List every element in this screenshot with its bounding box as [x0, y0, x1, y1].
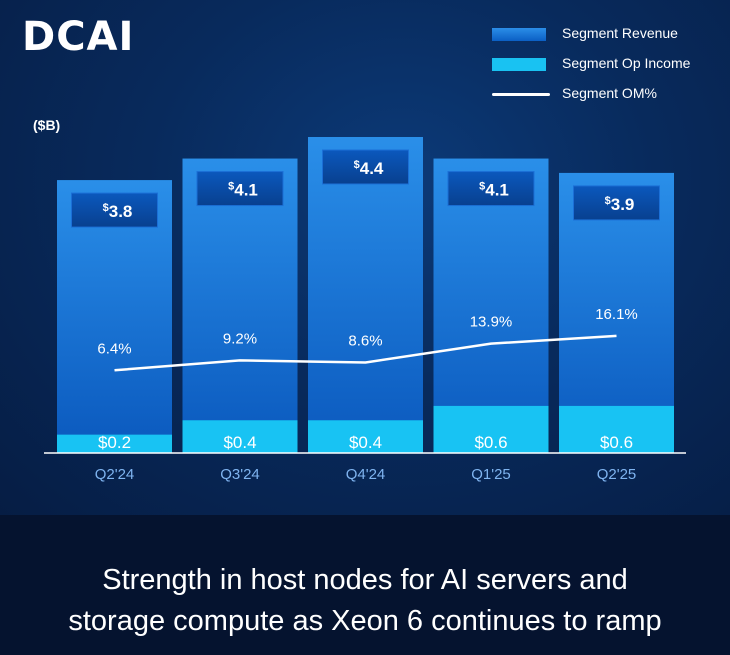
legend-swatch-revenue [492, 28, 546, 41]
op-income-bar [57, 434, 172, 453]
y-axis-unit-label: ($B) [33, 117, 61, 133]
revenue-value-label: $4.4 [354, 159, 384, 178]
om-line [114, 334, 617, 372]
revenue-value-label: $3.9 [605, 195, 635, 214]
x-tick-label: Q2'24 [95, 466, 135, 483]
x-tick-label: Q2'25 [597, 466, 637, 483]
revenue-label-box [322, 149, 409, 185]
op-income-bar [308, 420, 423, 453]
x-tick-label: Q1'25 [471, 466, 511, 483]
op-income-bar [433, 405, 549, 453]
legend-item-om: Segment OM% [492, 82, 722, 106]
legend-swatch-op-income [492, 58, 546, 71]
caption-line-2: storage compute as Xeon 6 continues to r… [68, 605, 662, 637]
caption-line-1: Strength in host nodes for AI servers an… [102, 564, 628, 596]
om-value-label: 9.2% [223, 330, 257, 347]
chart-legend: Segment Revenue Segment Op Income Segmen… [492, 22, 722, 112]
legend-item-op-income: Segment Op Income [492, 52, 722, 76]
legend-item-revenue: Segment Revenue [492, 22, 722, 46]
revenue-bar [182, 158, 298, 453]
x-tick-label: Q3'24 [220, 466, 260, 483]
om-value-label: 6.4% [97, 340, 131, 357]
bar-chart: $3.8 $0.2 6.4% Q2'24 $4.1 $0.4 9.2% Q3'24 $4.4 $0… [44, 137, 686, 483]
page-title: DCAI [22, 14, 135, 60]
op-income-value-label: $0.6 [474, 433, 507, 452]
revenue-label-box [71, 192, 158, 228]
caption-panel [0, 515, 730, 655]
op-income-value-label: $0.6 [600, 433, 633, 452]
op-income-value-label: $0.2 [98, 433, 131, 452]
op-income-bar [182, 420, 298, 453]
legend-label-revenue: Segment Revenue [562, 25, 678, 41]
legend-label-om: Segment OM% [562, 85, 657, 101]
revenue-label-box [447, 171, 535, 207]
x-tick-label: Q4'24 [346, 466, 386, 483]
legend-swatch-om [492, 93, 550, 96]
revenue-bar [308, 137, 423, 453]
om-value-label: 13.9% [470, 314, 513, 331]
op-income-value-label: $0.4 [223, 433, 256, 452]
om-value-label: 8.6% [348, 332, 382, 349]
legend-label-op-income: Segment Op Income [562, 55, 691, 71]
caption: Strength in host nodes for AI servers an… [0, 560, 730, 642]
op-income-bar [559, 405, 674, 453]
revenue-bar [433, 158, 549, 453]
om-value-label: 16.1% [595, 306, 638, 323]
revenue-value-label: $3.8 [103, 202, 133, 221]
op-income-value-label: $0.4 [349, 433, 382, 452]
revenue-label-box [573, 185, 660, 221]
revenue-label-box [196, 171, 284, 207]
revenue-value-label: $4.1 [479, 181, 509, 200]
revenue-value-label: $4.1 [228, 181, 258, 200]
